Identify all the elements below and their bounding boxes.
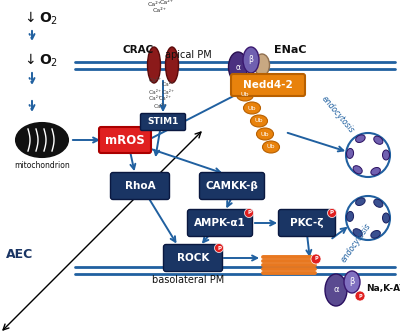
Text: AMPK-α1: AMPK-α1: [194, 218, 246, 228]
Ellipse shape: [262, 141, 280, 153]
Ellipse shape: [16, 123, 68, 157]
Text: STIM1: STIM1: [147, 118, 179, 127]
Text: CAMKK-β: CAMKK-β: [206, 181, 258, 191]
Text: $\downarrow$O$_2$: $\downarrow$O$_2$: [22, 9, 58, 27]
Text: β: β: [349, 277, 355, 286]
Text: Ub: Ub: [261, 132, 269, 137]
Text: Ca²⁺: Ca²⁺: [148, 3, 162, 8]
Text: α: α: [236, 63, 240, 72]
Ellipse shape: [374, 199, 383, 207]
Text: P: P: [247, 210, 251, 215]
Text: Ca²⁺: Ca²⁺: [160, 1, 174, 6]
Text: mROS: mROS: [105, 134, 145, 147]
FancyBboxPatch shape: [99, 127, 151, 153]
Ellipse shape: [228, 52, 248, 82]
Text: Ub: Ub: [241, 93, 249, 98]
Ellipse shape: [250, 115, 268, 127]
FancyBboxPatch shape: [231, 74, 305, 96]
Ellipse shape: [254, 54, 270, 76]
FancyBboxPatch shape: [188, 209, 252, 236]
Text: Ca²⁺: Ca²⁺: [148, 78, 162, 83]
Ellipse shape: [371, 167, 380, 175]
Text: β: β: [248, 56, 254, 65]
Text: α: α: [333, 285, 339, 294]
Ellipse shape: [243, 47, 259, 73]
Text: P: P: [314, 256, 318, 261]
Text: P: P: [217, 245, 221, 250]
Ellipse shape: [148, 47, 160, 83]
Text: Ca²⁺: Ca²⁺: [162, 90, 174, 95]
Text: Nedd4-2: Nedd4-2: [243, 80, 293, 90]
Circle shape: [244, 208, 254, 217]
Ellipse shape: [371, 230, 380, 238]
Text: RhoA: RhoA: [125, 181, 155, 191]
Text: Ca²⁺: Ca²⁺: [148, 97, 162, 102]
Text: P: P: [358, 293, 362, 298]
FancyBboxPatch shape: [140, 114, 186, 131]
Circle shape: [355, 291, 365, 301]
FancyBboxPatch shape: [200, 172, 264, 199]
Circle shape: [214, 243, 224, 252]
Text: Na,K-ATPase: Na,K-ATPase: [366, 283, 400, 292]
Text: Ub: Ub: [267, 145, 275, 150]
Text: ENaC: ENaC: [274, 45, 306, 55]
Ellipse shape: [356, 198, 365, 205]
Ellipse shape: [166, 47, 178, 83]
Text: AEC: AEC: [6, 248, 34, 261]
Text: Ub: Ub: [248, 106, 256, 111]
Ellipse shape: [374, 136, 383, 144]
Ellipse shape: [353, 166, 362, 174]
Text: mitochondrion: mitochondrion: [14, 162, 70, 170]
FancyBboxPatch shape: [164, 244, 222, 271]
Ellipse shape: [382, 150, 390, 160]
Text: Ca²⁺: Ca²⁺: [153, 9, 167, 14]
FancyBboxPatch shape: [110, 172, 170, 199]
Circle shape: [311, 254, 321, 264]
Ellipse shape: [382, 213, 390, 223]
Text: Ca²⁺: Ca²⁺: [154, 104, 166, 109]
Text: Ca²⁺: Ca²⁺: [162, 83, 174, 88]
Ellipse shape: [344, 271, 360, 293]
Ellipse shape: [236, 89, 254, 101]
Text: Ub: Ub: [255, 119, 263, 124]
Ellipse shape: [244, 102, 260, 114]
Text: endocytosis: endocytosis: [320, 95, 356, 136]
Text: CRAC: CRAC: [122, 45, 154, 55]
Text: Ca²⁺: Ca²⁺: [148, 90, 162, 95]
Ellipse shape: [353, 229, 362, 237]
Ellipse shape: [356, 135, 365, 143]
Ellipse shape: [346, 149, 354, 159]
Text: ROCK: ROCK: [177, 253, 209, 263]
Text: $\downarrow$O$_2$: $\downarrow$O$_2$: [22, 51, 58, 69]
Text: endocytosis: endocytosis: [339, 222, 373, 264]
Text: Ca²⁺: Ca²⁺: [158, 97, 172, 102]
Circle shape: [328, 208, 336, 217]
FancyBboxPatch shape: [278, 209, 336, 236]
Ellipse shape: [256, 128, 274, 140]
Text: PKC-ζ: PKC-ζ: [290, 218, 324, 228]
Text: P: P: [330, 210, 334, 215]
Text: apical PM: apical PM: [165, 50, 211, 60]
Ellipse shape: [346, 211, 354, 221]
Ellipse shape: [325, 274, 347, 306]
Text: basolateral PM: basolateral PM: [152, 275, 224, 285]
